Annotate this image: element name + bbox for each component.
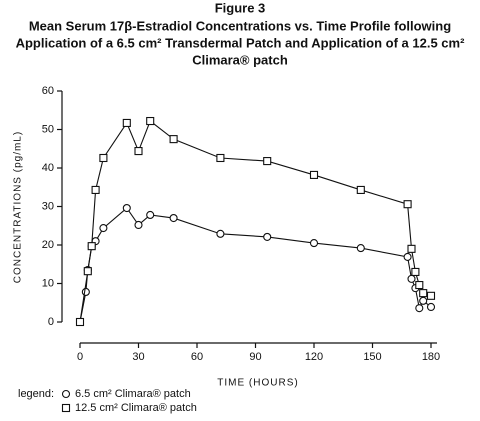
marker xyxy=(356,185,365,194)
marker xyxy=(356,244,365,253)
marker xyxy=(309,170,319,179)
marker xyxy=(407,244,416,253)
marker xyxy=(403,200,412,209)
legend-marker xyxy=(61,403,71,413)
marker xyxy=(411,267,420,277)
y-tick-label: 20 xyxy=(42,239,54,251)
y-tick-label: 50 xyxy=(42,123,54,135)
marker xyxy=(426,302,436,312)
x-tick-label: 120 xyxy=(305,351,323,363)
marker xyxy=(309,239,319,248)
chart-title: Figure 3 xyxy=(215,0,266,15)
series-line xyxy=(79,120,432,323)
marker xyxy=(419,296,428,305)
x-tick-label: 180 xyxy=(422,351,440,363)
marker xyxy=(263,232,272,241)
legend-label: 6.5 cm² Climara® patch xyxy=(75,388,191,400)
legend-marker xyxy=(61,389,71,399)
marker xyxy=(403,252,412,261)
marker xyxy=(169,214,178,223)
x-tick-label: 90 xyxy=(249,351,261,363)
marker xyxy=(134,220,143,230)
marker xyxy=(169,135,178,144)
legend-title: legend: xyxy=(18,388,54,400)
series-line xyxy=(79,207,432,323)
y-tick-label: 40 xyxy=(42,162,54,174)
marker xyxy=(146,116,155,126)
marker xyxy=(263,157,272,166)
marker xyxy=(415,280,424,290)
marker xyxy=(83,267,92,276)
x-tick-label: 150 xyxy=(363,351,381,363)
chart-subtitle: Application of a 6.5 cm² Transdermal Pat… xyxy=(16,35,466,50)
marker xyxy=(75,317,85,327)
y-tick-label: 0 xyxy=(48,316,54,328)
marker xyxy=(426,291,436,300)
x-tick-label: 30 xyxy=(132,351,144,363)
marker xyxy=(122,203,131,213)
marker xyxy=(419,289,428,298)
marker xyxy=(122,118,131,128)
y-axis-label: CONCENTRATIONS (pg/mL) xyxy=(13,131,24,283)
y-tick-label: 10 xyxy=(42,277,54,289)
marker xyxy=(415,304,424,313)
chart-subtitle: Climara® patch xyxy=(192,52,288,67)
marker xyxy=(99,224,108,233)
marker xyxy=(81,287,90,297)
marker xyxy=(146,210,155,220)
y-tick-label: 60 xyxy=(42,85,54,97)
marker xyxy=(407,274,416,283)
marker xyxy=(87,242,96,251)
legend-label: 12.5 cm² Climara® patch xyxy=(75,402,197,414)
marker xyxy=(134,147,143,156)
marker xyxy=(91,185,100,194)
y-tick-label: 30 xyxy=(42,200,54,212)
x-tick-label: 0 xyxy=(77,351,83,363)
marker xyxy=(216,229,225,238)
x-tick-label: 60 xyxy=(191,351,203,363)
chart-subtitle: Mean Serum 17β-Estradiol Concentrations … xyxy=(29,18,451,33)
x-axis-label: TIME (HOURS) xyxy=(217,378,298,389)
marker xyxy=(216,153,225,163)
marker xyxy=(99,153,108,163)
